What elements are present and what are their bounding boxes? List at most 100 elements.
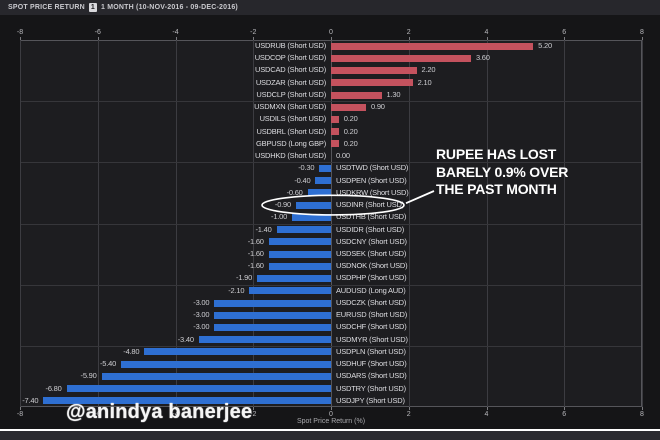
bar-ticker-label: USDINR (Short USD)	[336, 200, 405, 210]
bar	[292, 213, 331, 221]
axis-tick-top	[20, 37, 21, 40]
bar-ticker-label: USDARS (Short USD)	[336, 371, 407, 381]
chart-title-bar: SPOT PRICE RETURN 1 1 MONTH (10-NOV-2016…	[0, 0, 660, 15]
axis-tick-bottom	[20, 407, 21, 410]
axis-tick-bottom	[253, 407, 255, 410]
bar-value-label: -3.00	[193, 310, 210, 320]
axis-tick-top	[642, 37, 643, 40]
axis-tick-label-top: 8	[640, 29, 644, 36]
axis-tick-top	[175, 37, 177, 40]
bar-ticker-label: USDCOP (Short USD)	[254, 53, 326, 63]
axis-tick-bottom	[408, 407, 410, 410]
bar-ticker-label: USDBRL (Short USD)	[256, 126, 327, 136]
bar-value-label: 0.20	[343, 114, 358, 124]
bar	[331, 54, 471, 62]
axis-tick-top	[564, 37, 566, 40]
axis-tick-label-bottom: 8	[640, 411, 644, 418]
axis-tick-label-top: 6	[562, 29, 567, 36]
chart-period: 1 MONTH (10-NOV-2016 - 09-DEC-2016)	[101, 4, 238, 11]
gridline-horizontal	[21, 223, 641, 225]
axis-tick-bottom	[175, 407, 177, 410]
axis-tick-top	[408, 37, 410, 40]
axis-tick-bottom	[642, 407, 643, 410]
bar	[268, 238, 331, 246]
bar-ticker-label: USDILS (Short USD)	[259, 114, 327, 124]
gridline-horizontal	[21, 284, 641, 286]
bar-value-label: -3.00	[193, 297, 210, 307]
axis-tick-label-bottom: -6	[94, 411, 101, 418]
axis-tick-bottom	[331, 407, 332, 410]
bar	[66, 385, 331, 393]
bar-value-label: -3.00	[193, 322, 210, 332]
axis-tick-label-bottom: -2	[250, 411, 257, 418]
gridline-horizontal	[21, 162, 641, 164]
bar-value-label: -0.40	[294, 175, 311, 185]
window-bottom-divider	[0, 429, 660, 431]
bar	[214, 323, 331, 331]
bar	[331, 140, 339, 148]
axis-tick-label-top: -4	[172, 29, 179, 36]
bar	[331, 42, 534, 50]
bar	[101, 372, 331, 380]
axis-tick-label-top: 4	[484, 29, 489, 36]
bar	[331, 128, 339, 136]
bar-value-label: 0.00	[336, 151, 350, 161]
bar-value-label: 2.20	[421, 65, 436, 75]
watermark: @anindya banerjee	[66, 401, 253, 423]
bar	[214, 311, 331, 319]
axis-tick-bottom	[486, 407, 488, 410]
axis-tick-label-top: -6	[94, 29, 101, 36]
axis-tick-top	[486, 37, 488, 40]
bar-value-label: -2.10	[228, 285, 245, 295]
bar-value-label: -1.60	[247, 261, 264, 271]
bar-value-label: -7.40	[22, 395, 39, 405]
annotation-line: RUPEE HAS LOST	[436, 146, 557, 162]
bar-value-label: -4.80	[123, 346, 140, 356]
x-axis-label: Spot Price Return (%)	[296, 418, 366, 425]
axis-tick-label-top: 2	[406, 29, 411, 36]
bar	[268, 262, 331, 270]
chart-title: SPOT PRICE RETURN	[8, 4, 85, 11]
bar-ticker-label: USDHKD (Short USD)	[255, 151, 326, 161]
bar-ticker-label: USDMYR (Short USD)	[336, 334, 408, 344]
annotation-line: THE PAST MONTH	[436, 181, 557, 197]
bar-ticker-label: USDCNY (Short USD)	[336, 236, 407, 246]
gridline-vertical	[20, 40, 21, 407]
axis-tick-top	[331, 37, 332, 40]
bar	[319, 164, 331, 172]
bar-ticker-label: GBPUSD (Long GBP)	[256, 138, 326, 148]
bar	[249, 287, 331, 295]
bar	[296, 201, 331, 209]
bar-value-label: 1.30	[386, 89, 401, 99]
bar-ticker-label: USDCZK (Short USD)	[336, 297, 407, 307]
bar-ticker-label: USDKRW (Short USD)	[336, 187, 409, 197]
axis-tick-bottom	[97, 407, 99, 410]
bar-ticker-label: EURUSD (Short USD)	[336, 310, 407, 320]
window-footer-bar	[0, 431, 660, 440]
bar	[43, 397, 331, 405]
bar-ticker-label: USDPHP (Short USD)	[336, 273, 407, 283]
bar	[268, 250, 331, 258]
bar	[331, 103, 366, 111]
axis-tick-label-bottom: 4	[484, 411, 489, 418]
gridline-vertical	[642, 40, 643, 407]
bar-ticker-label: USDCAD (Short USD)	[255, 65, 326, 75]
axis-tick-label-bottom: 0	[329, 411, 333, 418]
bar-value-label: -6.80	[45, 383, 62, 393]
bar-ticker-label: USDIDR (Short USD)	[336, 224, 405, 234]
bar	[331, 67, 417, 75]
bar-value-label: -1.90	[236, 273, 253, 283]
annotation-line: BARELY 0.9% OVER	[436, 163, 569, 180]
bar	[144, 348, 331, 356]
bar-value-label: -1.60	[247, 236, 264, 246]
bar-ticker-label: USDSEK (Short USD)	[336, 248, 407, 258]
bar	[121, 360, 331, 368]
bar-value-label: 0.90	[370, 102, 385, 112]
annotation-text: RUPEE HAS LOST BARELY 0.9% OVER THE PAST…	[436, 146, 568, 199]
bar-ticker-label: USDPEN (Short USD)	[336, 175, 407, 185]
bar-value-label: -1.00	[271, 212, 288, 222]
bar-value-label: 0.20	[343, 126, 358, 136]
bar	[257, 275, 331, 283]
bar	[276, 226, 331, 234]
